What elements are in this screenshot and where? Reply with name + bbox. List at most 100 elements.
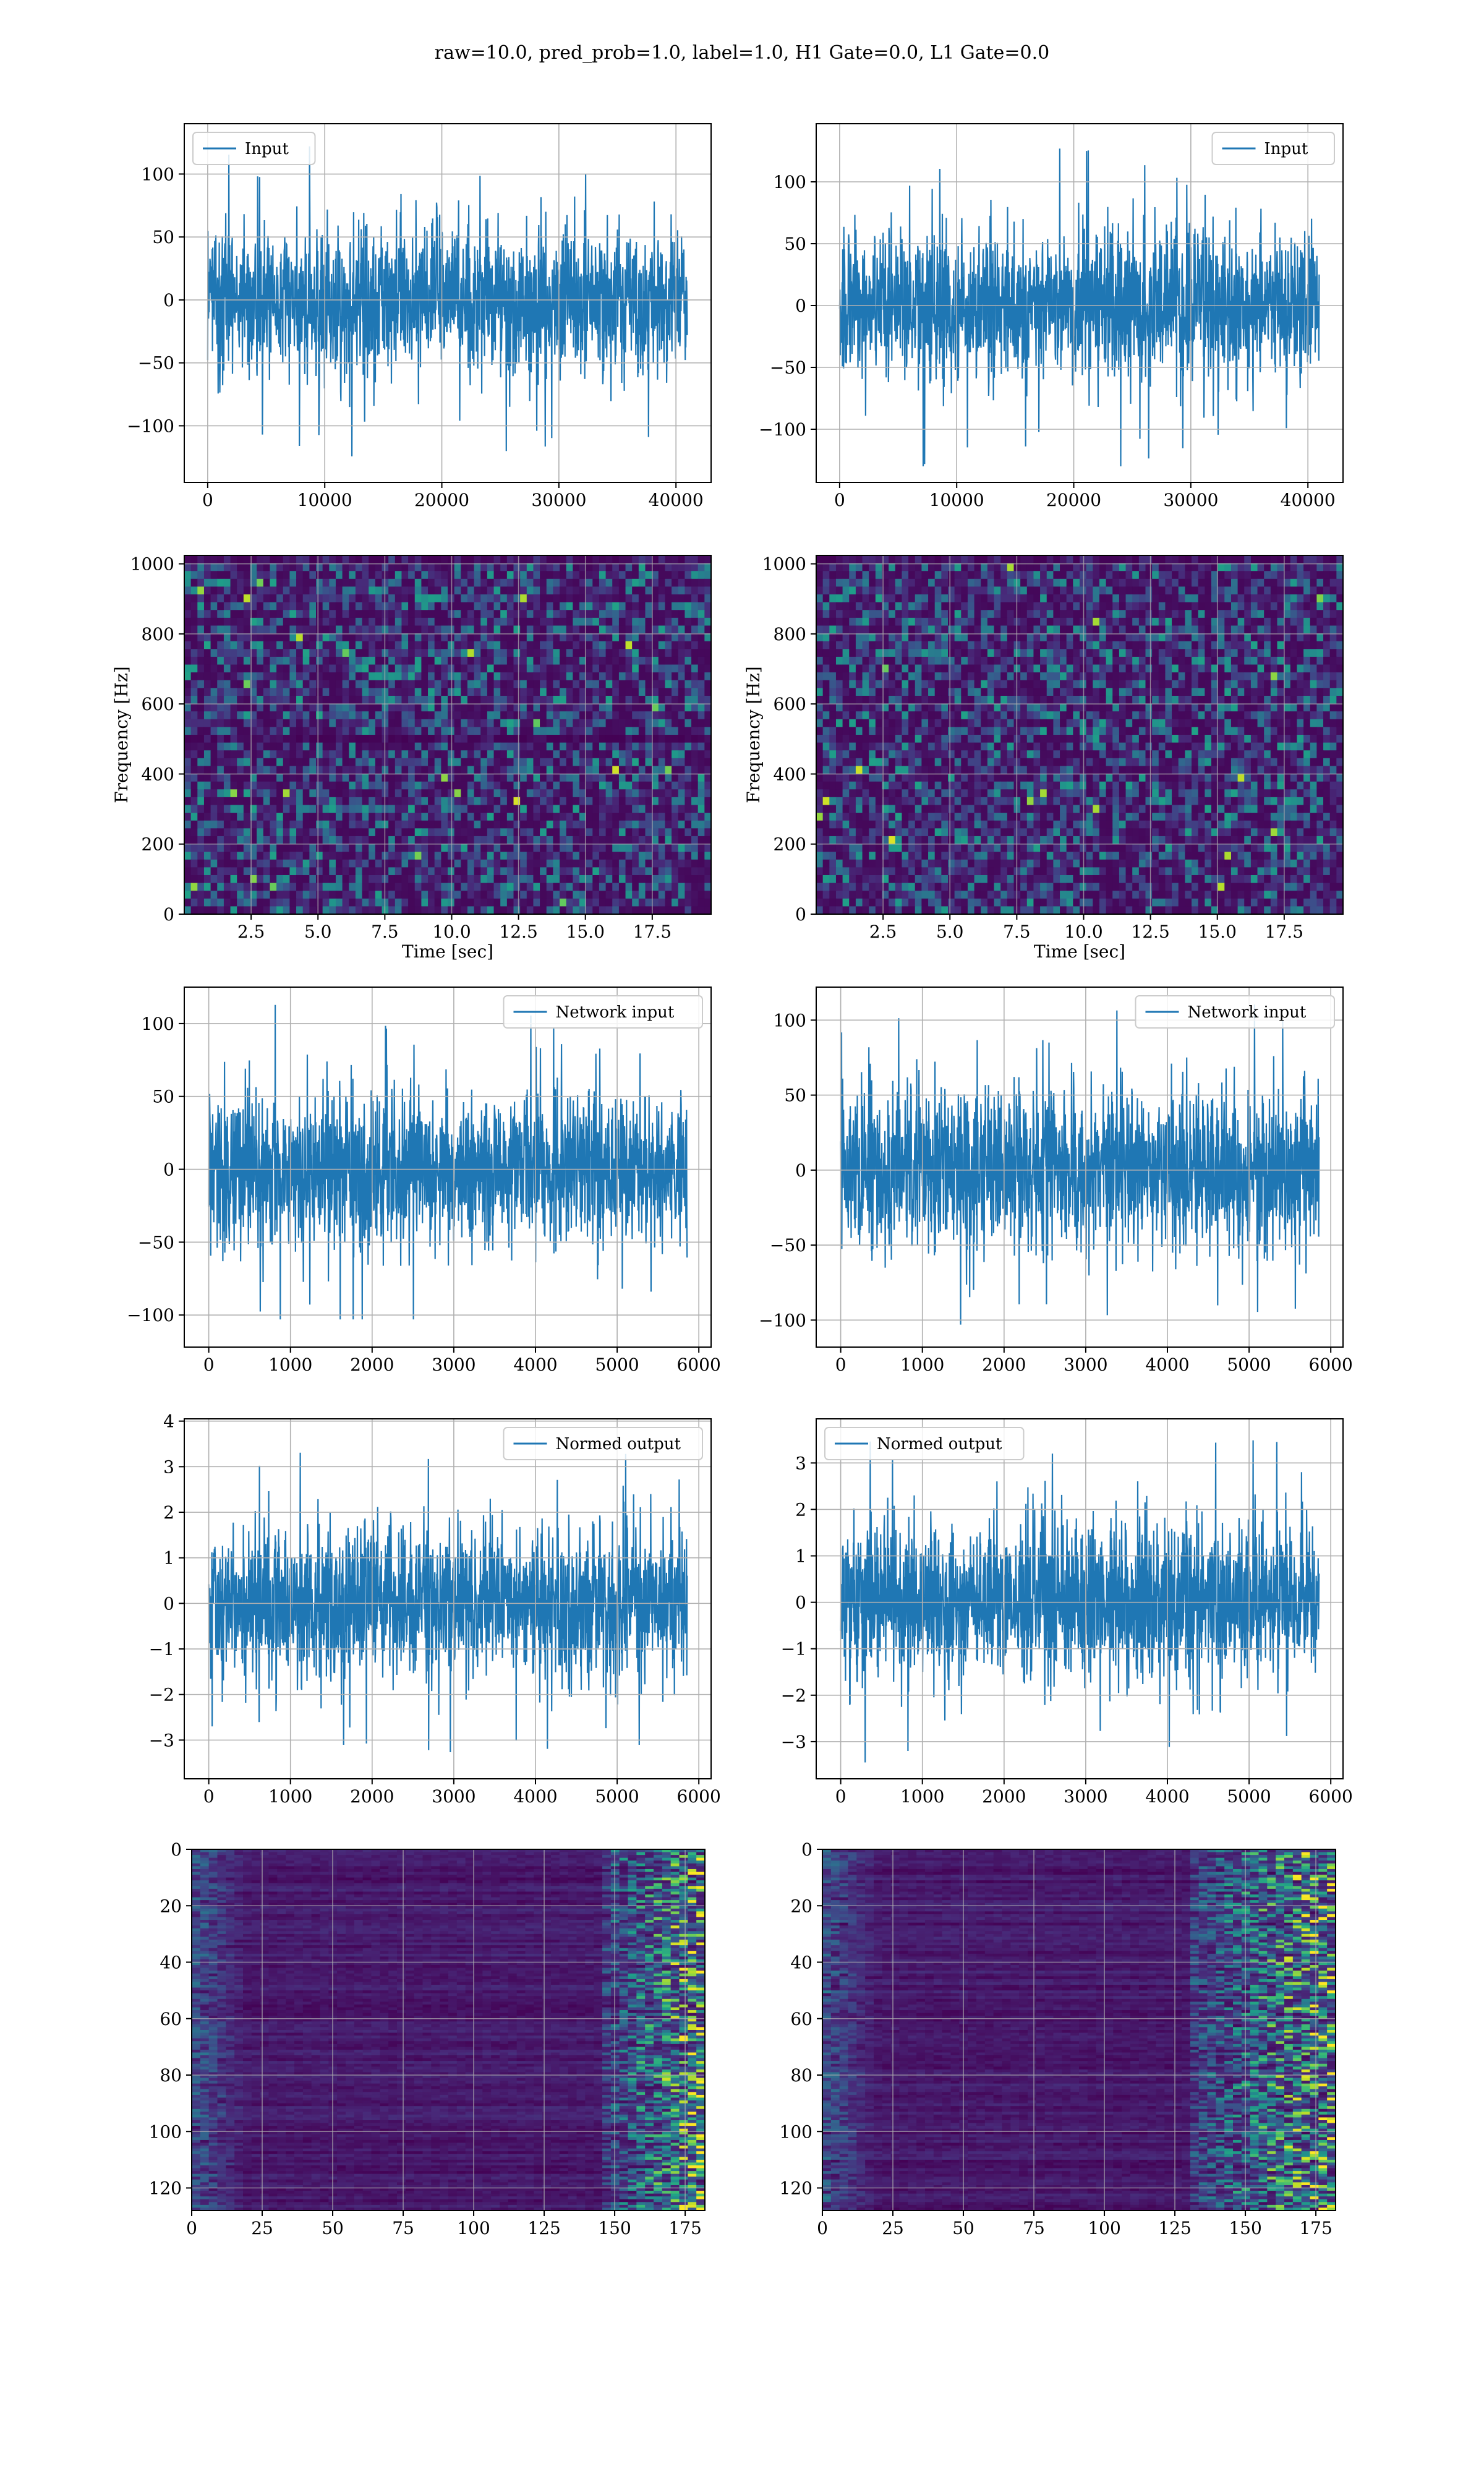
heatmap-cell bbox=[276, 672, 284, 681]
heatmap-cell bbox=[533, 680, 540, 688]
heatmap-cell bbox=[322, 750, 330, 759]
heatmap-cell bbox=[401, 656, 409, 666]
heatmap-cell bbox=[1000, 625, 1008, 634]
heatmap-cell bbox=[632, 711, 639, 720]
heatmap-cell bbox=[349, 867, 356, 876]
heatmap-cell bbox=[296, 828, 304, 837]
heatmap-cell bbox=[520, 594, 527, 603]
heatmap-cell bbox=[658, 891, 666, 899]
heatmap-cell bbox=[645, 649, 652, 657]
heatmap-cell bbox=[533, 781, 540, 790]
heatmap-cell bbox=[994, 594, 1001, 603]
heatmap-cell bbox=[257, 563, 264, 571]
heatmap-cell bbox=[184, 906, 192, 914]
heatmap-cell bbox=[586, 781, 593, 790]
heatmap-cell bbox=[454, 563, 461, 571]
heatmap-cell bbox=[928, 602, 936, 610]
heatmap-cell bbox=[961, 610, 968, 618]
heatmap-cell bbox=[954, 610, 962, 618]
heatmap-cell bbox=[237, 594, 244, 603]
heatmap-cell bbox=[658, 727, 666, 735]
heatmap-cell bbox=[1099, 656, 1107, 666]
heatmap-cell bbox=[560, 672, 567, 681]
heatmap-cell bbox=[573, 711, 580, 720]
heatmap-cell bbox=[520, 859, 527, 868]
heatmap-cell bbox=[908, 578, 916, 588]
heatmap-cell bbox=[1185, 586, 1192, 595]
heatmap-cell bbox=[362, 898, 369, 907]
heatmap-cell bbox=[678, 836, 685, 845]
heatmap-cell bbox=[243, 688, 251, 696]
heatmap-cell bbox=[316, 836, 323, 845]
heatmap-cell bbox=[276, 820, 284, 829]
heatmap-cell bbox=[243, 641, 251, 649]
heatmap-cell bbox=[1316, 625, 1324, 634]
heatmap-cell bbox=[612, 805, 620, 813]
heatmap-cell bbox=[618, 719, 626, 727]
heatmap-cell bbox=[1046, 563, 1054, 571]
heatmap-cell bbox=[276, 844, 284, 852]
heatmap-cell bbox=[190, 774, 198, 782]
heatmap-cell bbox=[190, 625, 198, 634]
heatmap-cell bbox=[302, 680, 310, 688]
heatmap-cell bbox=[573, 805, 580, 813]
heatmap-cell bbox=[1007, 649, 1015, 657]
heatmap-cell bbox=[513, 813, 521, 821]
heatmap-cell bbox=[210, 625, 218, 634]
heatmap-cell bbox=[190, 852, 198, 860]
heatmap-cell bbox=[665, 578, 672, 588]
heatmap-cell bbox=[645, 610, 652, 618]
heatmap-cell bbox=[414, 594, 422, 603]
heatmap-cell bbox=[908, 555, 916, 564]
heatmap-cell bbox=[638, 649, 646, 657]
heatmap-cell bbox=[342, 906, 349, 914]
heatmap-cell bbox=[1060, 563, 1067, 571]
heatmap-cell bbox=[902, 610, 909, 618]
heatmap-cell bbox=[592, 789, 600, 798]
heatmap-cell bbox=[210, 672, 218, 681]
heatmap-cell bbox=[672, 672, 679, 681]
heatmap-cell bbox=[289, 891, 297, 899]
heatmap-cell bbox=[401, 719, 409, 727]
heatmap-cell bbox=[257, 586, 264, 595]
heatmap-cell bbox=[533, 774, 540, 782]
heatmap-cell bbox=[302, 867, 310, 876]
heatmap-cell bbox=[1165, 563, 1172, 571]
heatmap-cell bbox=[316, 664, 323, 673]
heatmap-cell bbox=[1329, 633, 1337, 642]
heatmap-cell bbox=[625, 649, 633, 657]
heatmap-cell bbox=[408, 906, 416, 914]
heatmap-cell bbox=[560, 891, 567, 899]
heatmap-cell bbox=[474, 656, 481, 666]
heatmap-cell bbox=[441, 672, 448, 681]
heatmap-cell bbox=[573, 758, 580, 767]
heatmap-cell bbox=[1198, 586, 1205, 595]
heatmap-cell bbox=[1211, 571, 1219, 580]
heatmap-cell bbox=[678, 774, 685, 782]
heatmap-cell bbox=[672, 571, 679, 580]
heatmap-cell bbox=[605, 875, 613, 884]
heatmap-cell bbox=[658, 836, 666, 845]
heatmap-cell bbox=[270, 820, 277, 829]
heatmap-cell bbox=[1020, 602, 1028, 610]
heatmap-cell bbox=[1066, 594, 1073, 603]
heatmap-cell bbox=[605, 664, 613, 673]
heatmap-cell bbox=[1086, 649, 1093, 657]
heatmap-cell bbox=[1230, 571, 1239, 580]
heatmap-cell bbox=[276, 711, 284, 720]
heatmap-cell bbox=[605, 797, 613, 806]
heatmap-cell bbox=[672, 649, 679, 657]
heatmap-cell bbox=[1152, 664, 1159, 673]
heatmap-cell bbox=[250, 602, 257, 610]
heatmap-cell bbox=[915, 586, 922, 595]
heatmap-cell bbox=[546, 610, 553, 618]
heatmap-cell bbox=[394, 571, 403, 580]
heatmap-cell bbox=[855, 641, 863, 649]
heatmap-cell bbox=[197, 774, 205, 782]
heatmap-cell bbox=[1119, 610, 1127, 618]
heatmap-cell bbox=[592, 766, 600, 774]
heatmap-cell bbox=[1093, 617, 1100, 627]
heatmap-cell bbox=[223, 774, 231, 782]
heatmap-cell bbox=[441, 781, 448, 790]
heatmap-cell bbox=[599, 852, 607, 860]
